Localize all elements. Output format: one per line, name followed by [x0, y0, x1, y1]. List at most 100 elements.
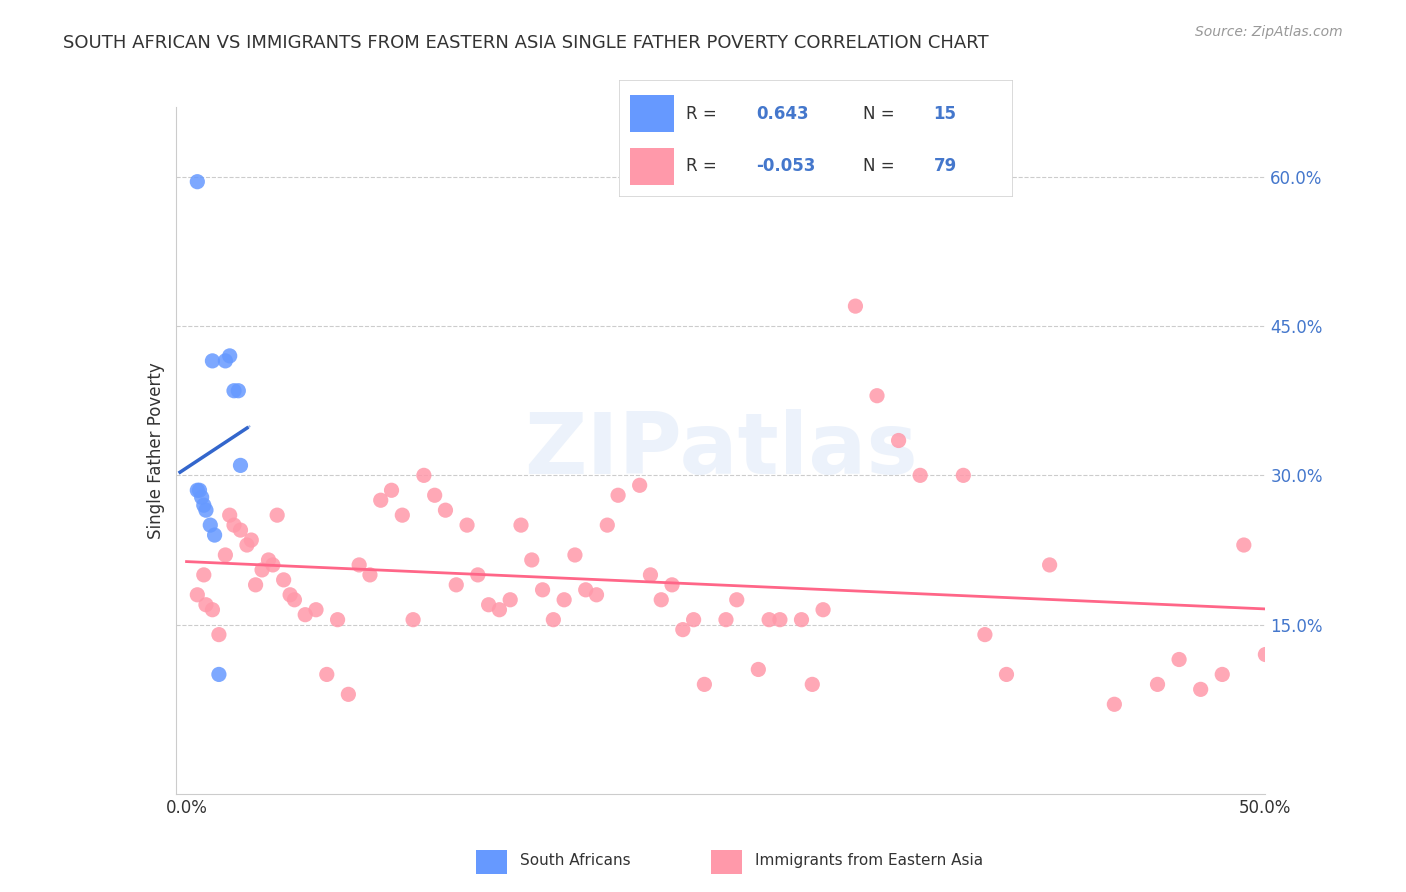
Point [337, 687, 360, 701]
Point [952, 468, 974, 483]
Point [478, 598, 501, 612]
Point [488, 603, 510, 617]
Point [186, 483, 208, 498]
Point [520, 553, 543, 567]
Point [208, 627, 231, 641]
Point [218, 349, 240, 363]
Point [640, 567, 662, 582]
Point [672, 623, 695, 637]
Point [245, 578, 267, 592]
Text: 15: 15 [934, 105, 956, 123]
Text: 0.643: 0.643 [756, 105, 808, 123]
Point [844, 299, 866, 313]
Point [1104, 698, 1126, 712]
Point [1039, 558, 1062, 572]
Y-axis label: Single Father Poverty: Single Father Poverty [146, 362, 165, 539]
Point [228, 384, 250, 398]
Point [380, 483, 402, 498]
Point [412, 468, 434, 483]
Point [347, 558, 370, 572]
Point [188, 483, 211, 498]
Point [661, 578, 683, 592]
Point [596, 518, 619, 533]
Point [564, 548, 586, 562]
Point [995, 667, 1018, 681]
Point [218, 508, 240, 523]
Point [553, 592, 575, 607]
Point [887, 434, 910, 448]
Point [499, 592, 522, 607]
Point [193, 498, 215, 512]
Point [747, 663, 769, 677]
Point [531, 582, 554, 597]
Point [714, 613, 737, 627]
Point [257, 553, 280, 567]
Point [200, 518, 222, 533]
Point [1146, 677, 1168, 691]
Point [190, 490, 212, 504]
Text: N =: N = [863, 105, 900, 123]
Point [214, 354, 236, 368]
Point [266, 508, 288, 523]
Point [801, 677, 824, 691]
Point [359, 567, 381, 582]
Point [250, 563, 273, 577]
Point [510, 518, 533, 533]
Point [446, 578, 468, 592]
Point [1211, 667, 1233, 681]
FancyBboxPatch shape [711, 849, 742, 874]
FancyBboxPatch shape [477, 849, 508, 874]
Point [575, 582, 598, 597]
Point [769, 613, 792, 627]
Point [204, 528, 226, 542]
Text: SOUTH AFRICAN VS IMMIGRANTS FROM EASTERN ASIA SINGLE FATHER POVERTY CORRELATION : SOUTH AFRICAN VS IMMIGRANTS FROM EASTERN… [63, 34, 988, 52]
FancyBboxPatch shape [630, 147, 673, 185]
Point [434, 503, 457, 517]
Point [262, 558, 284, 572]
Point [456, 518, 478, 533]
Point [391, 508, 413, 523]
Text: ZIPatlas: ZIPatlas [523, 409, 918, 492]
Point [1168, 652, 1191, 666]
Point [222, 518, 245, 533]
Point [315, 667, 337, 681]
Point [229, 523, 252, 537]
Point [402, 613, 425, 627]
Text: N =: N = [863, 157, 900, 175]
Point [305, 603, 328, 617]
Point [1189, 682, 1212, 697]
Point [423, 488, 446, 502]
Point [240, 533, 263, 547]
Point [283, 592, 305, 607]
Point [201, 354, 224, 368]
Point [370, 493, 392, 508]
Point [628, 478, 651, 492]
Point [229, 458, 252, 473]
Text: R =: R = [686, 105, 721, 123]
Point [811, 603, 834, 617]
Point [543, 613, 565, 627]
Point [725, 592, 748, 607]
Point [607, 488, 630, 502]
Point [278, 588, 301, 602]
Point [650, 592, 672, 607]
Point [758, 613, 780, 627]
Point [194, 503, 217, 517]
Point [193, 567, 215, 582]
Point [186, 175, 208, 189]
Point [214, 548, 236, 562]
Text: -0.053: -0.053 [756, 157, 815, 175]
Point [201, 603, 224, 617]
Point [236, 538, 259, 552]
Text: Source: ZipAtlas.com: Source: ZipAtlas.com [1195, 25, 1343, 39]
Point [1254, 648, 1277, 662]
Point [467, 567, 489, 582]
Point [294, 607, 316, 622]
Point [326, 613, 349, 627]
FancyBboxPatch shape [630, 95, 673, 132]
Point [908, 468, 931, 483]
Point [222, 384, 245, 398]
Point [790, 613, 813, 627]
Point [973, 627, 995, 641]
Point [194, 598, 217, 612]
